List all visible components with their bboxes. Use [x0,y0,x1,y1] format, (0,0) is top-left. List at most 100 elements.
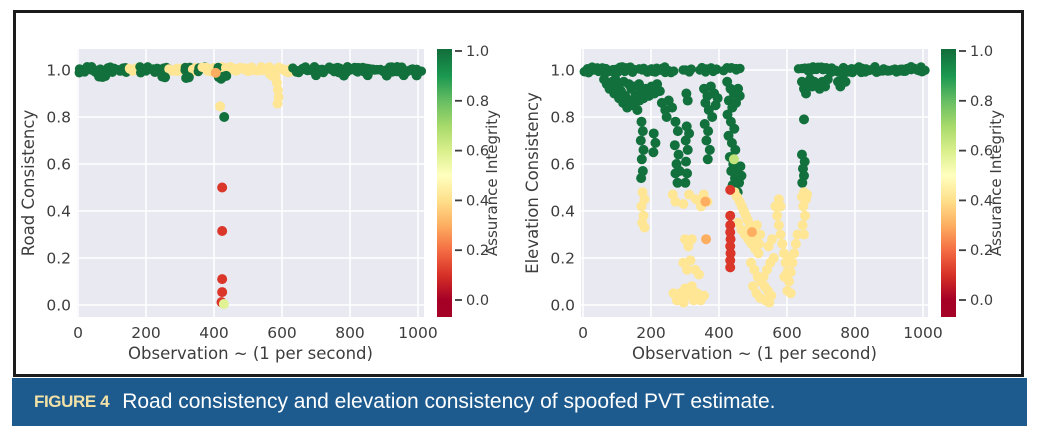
scatter-point [751,220,762,231]
scatter-point [725,248,736,259]
scatter-point [686,281,697,292]
scatter-point [701,135,712,146]
scatter-point [725,234,736,245]
scatter-point [381,70,392,81]
colorbar [941,49,956,317]
scatter-point [725,184,736,195]
scatter-point [680,177,691,188]
colorbar [437,49,452,317]
colorbar-tick-label: 0.0 [466,293,489,309]
scatter-point [650,137,661,148]
x-tick-label: 800 [840,324,870,342]
scatter-point [221,70,232,81]
scatter-point [725,255,736,266]
x-tick-label: 400 [704,324,734,342]
scatter-point [636,154,647,165]
scatter-point [730,144,741,155]
colorbar-tick-label: 0.4 [970,193,993,209]
scatter-point [693,269,704,280]
scatter-point [219,112,230,122]
scatter-point [797,177,808,188]
scatter-point [648,128,659,139]
x-axis-label: Observation ~ (1 per second) [128,344,373,363]
x-tick-label: 200 [636,324,666,342]
scatter-point [785,288,796,299]
scatter-point [678,198,689,209]
scatter-point [210,67,221,78]
y-axis-label: Road Consistency [19,110,38,257]
colorbar-tick-label: 0.4 [466,193,489,209]
scatter-point [796,191,807,202]
x-tick-label: 400 [199,324,229,342]
scatter-point [764,297,775,308]
scatter-point [682,144,693,155]
scatter-point [729,123,740,134]
scatter-point [772,210,783,221]
scatter-point [100,71,111,82]
colorbar-tick-label: 0.8 [466,94,489,110]
scatter-point [755,229,766,240]
scatter-point [711,64,722,74]
scatter-point [669,66,679,76]
scatter-point [822,74,833,85]
scatter-point [160,72,171,83]
scatter-point [707,112,718,122]
y-tick-label: 1.0 [550,62,575,80]
scatter-point [217,182,228,193]
scatter-point [217,225,228,236]
y-tick-label: 0.0 [46,297,71,315]
scatter-point [725,227,736,238]
plot-background [77,49,424,317]
scatter-point [682,168,693,179]
scatter-point [636,116,647,127]
colorbar-tick-label: 1.0 [970,44,993,60]
scatter-point [773,220,784,231]
scatter-point [634,79,645,90]
x-tick-label: 0 [578,324,588,342]
elevation-consistency-plot: 0 200 400 600 800 1000 0.0 0.2 0.4 0.6 0.8 1.0 Obser… [523,44,1005,363]
scatter-point [632,104,643,115]
scatter-point [648,147,659,158]
scatter-point [654,86,665,97]
x-tick-label: 200 [131,324,161,342]
y-tick-label: 0.4 [550,203,575,221]
scatter-point [735,161,746,172]
x-tick-label: 600 [772,324,802,342]
scatter-point [217,274,228,285]
colorbar-tick-label: 0.2 [970,243,993,259]
scatter-point [272,98,283,109]
scatter-point [725,241,736,252]
scatter-point [398,70,409,81]
scatter-point [784,253,795,263]
scatter-point [775,201,786,212]
scatter-point [217,287,228,298]
scatter-point [700,196,711,207]
scatter-point [746,227,757,238]
scatter-point [704,144,715,155]
scatter-point [215,101,226,112]
scatter-points [74,61,427,310]
y-axis-label: Elevation Consistency [523,92,542,274]
scatter-point [779,271,790,282]
scatter-point [639,222,650,233]
y-tick-label: 0.2 [46,250,71,268]
scatter-point [681,156,692,167]
scatter-point [725,262,736,273]
scatter-point [703,126,714,137]
scatter-point [702,154,713,165]
scatter-point [667,102,678,113]
y-tick-label: 0.4 [46,203,71,221]
scatter-point [411,70,422,81]
colorbar-tick-label: 0.8 [970,94,993,110]
scatter-point [690,194,701,205]
scatter-point [670,196,681,207]
scatter-point [686,234,697,245]
scatter-point [686,64,696,74]
scatter-point [311,70,321,81]
scatter-point [636,201,647,212]
scatter-point [362,70,373,81]
scatter-point [183,72,194,83]
figure-caption-text: Road consistency and elevation consisten… [122,390,776,413]
colorbar-tick-label: 0.6 [466,144,489,160]
